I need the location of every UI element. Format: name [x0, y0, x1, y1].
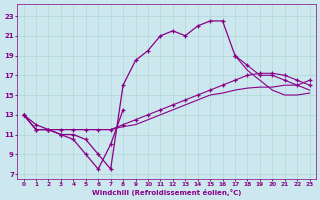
X-axis label: Windchill (Refroidissement éolien,°C): Windchill (Refroidissement éolien,°C)	[92, 189, 241, 196]
